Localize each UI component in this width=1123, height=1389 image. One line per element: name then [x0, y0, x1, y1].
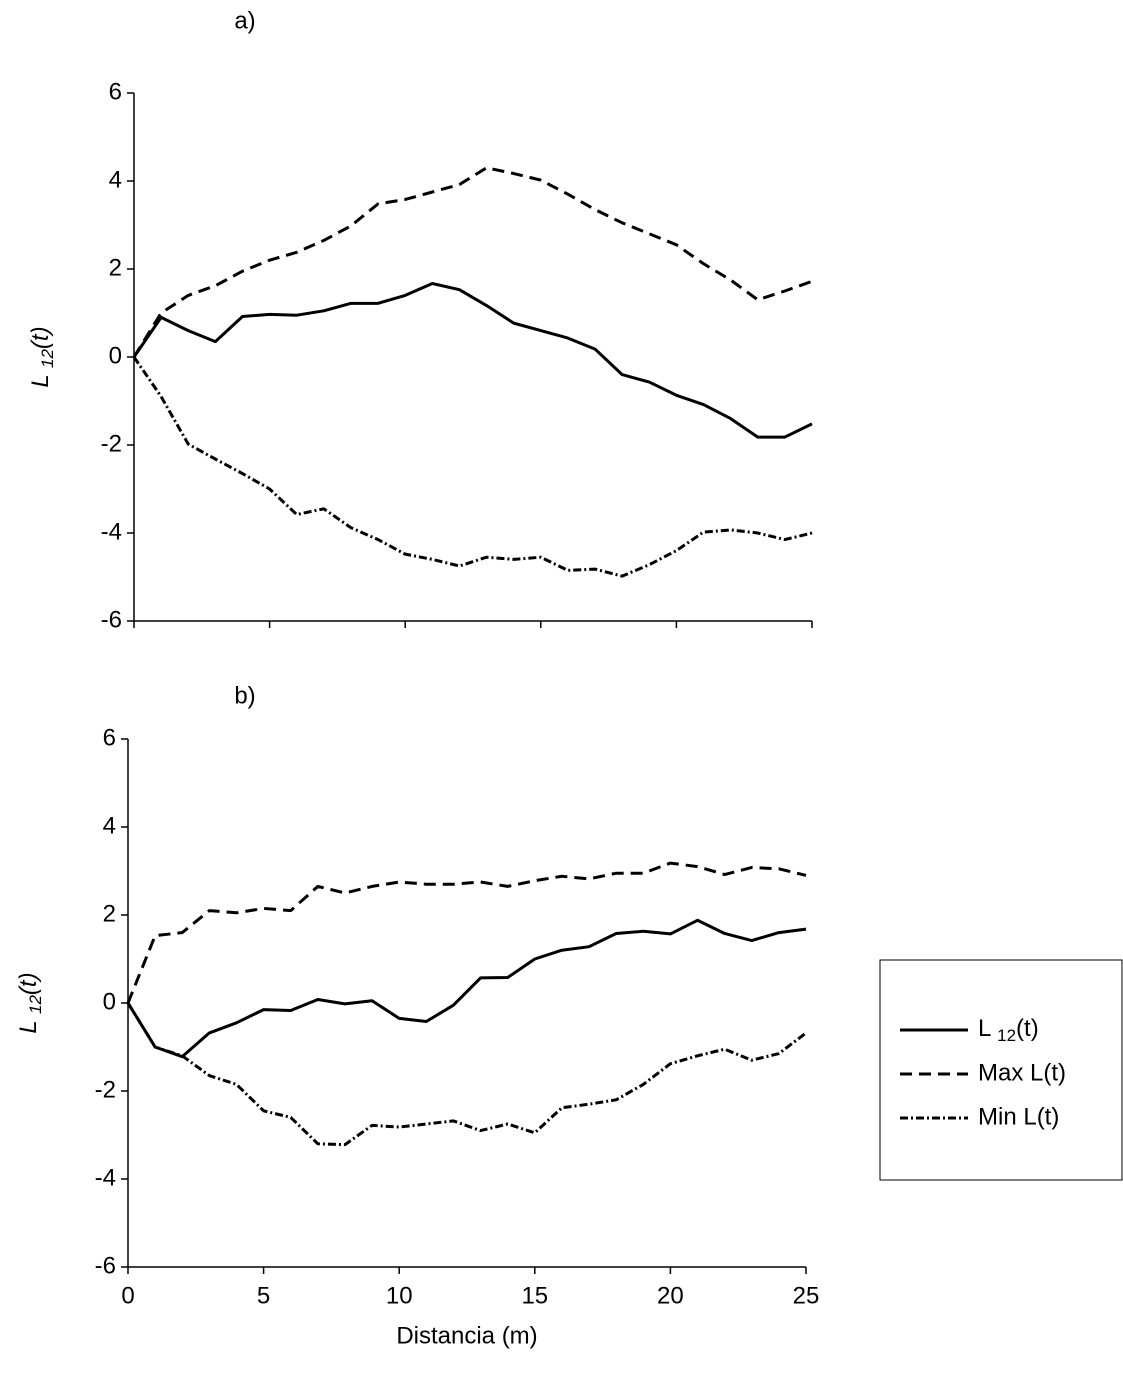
x-tick-label: 15: [521, 1282, 548, 1309]
x-tick-label: 5: [257, 1282, 270, 1309]
legend-label: Max L(t): [978, 1059, 1066, 1086]
x-tick-label: 0: [121, 1282, 134, 1309]
y-axis-label: L 12(t): [27, 326, 57, 387]
panel-title: b): [234, 682, 255, 709]
series-line: [132, 282, 813, 439]
series-line: [132, 166, 813, 358]
y-tick-label: 4: [103, 812, 116, 839]
x-axis-label: Distancia (m): [396, 1322, 537, 1349]
x-tick-label: 25: [793, 1282, 820, 1309]
series-line: [126, 1002, 807, 1147]
y-tick-label: 6: [109, 78, 122, 105]
y-tick-label: -2: [95, 1076, 116, 1103]
y-tick-label: -6: [101, 606, 122, 633]
y-tick-label: 0: [103, 988, 116, 1015]
legend-label: Min L(t): [978, 1103, 1059, 1130]
series-line: [126, 861, 807, 1004]
y-tick-label: 2: [103, 900, 116, 927]
y-tick-label: -4: [95, 1164, 116, 1191]
y-tick-label: -2: [101, 430, 122, 457]
y-axis-label: L 12(t): [15, 972, 45, 1033]
x-tick-label: 20: [657, 1282, 684, 1309]
y-tick-label: 2: [109, 254, 122, 281]
x-tick-label: 10: [386, 1282, 413, 1309]
series-line: [132, 356, 813, 578]
series-line: [126, 918, 807, 1059]
legend-label: L 12(t): [978, 1015, 1039, 1045]
legend-box: [879, 959, 1123, 1181]
y-tick-label: -6: [95, 1252, 116, 1279]
y-tick-label: -4: [101, 518, 122, 545]
y-tick-label: 4: [109, 166, 122, 193]
panel-title: a): [234, 7, 255, 34]
y-tick-label: 0: [109, 342, 122, 369]
y-tick-label: 6: [103, 724, 116, 751]
